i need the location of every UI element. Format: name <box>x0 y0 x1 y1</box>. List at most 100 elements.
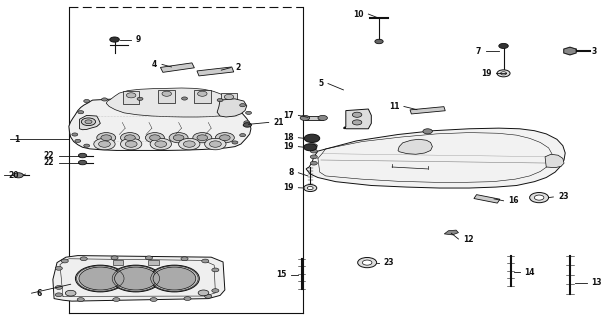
Circle shape <box>239 104 245 107</box>
Circle shape <box>145 132 165 143</box>
Text: 22: 22 <box>43 158 54 167</box>
Circle shape <box>245 111 251 115</box>
Circle shape <box>217 99 223 102</box>
Circle shape <box>310 144 317 148</box>
Bar <box>221 93 238 106</box>
Circle shape <box>14 173 24 178</box>
Circle shape <box>111 265 161 292</box>
Text: 1: 1 <box>14 135 19 144</box>
Bar <box>123 92 139 104</box>
Polygon shape <box>53 256 225 301</box>
Circle shape <box>423 129 432 134</box>
Circle shape <box>155 141 166 147</box>
Circle shape <box>204 294 212 298</box>
Polygon shape <box>160 63 194 72</box>
Text: 8: 8 <box>288 168 294 177</box>
Circle shape <box>534 195 544 200</box>
Polygon shape <box>106 88 235 117</box>
Circle shape <box>101 135 112 140</box>
Circle shape <box>243 123 251 127</box>
Text: 23: 23 <box>384 258 394 267</box>
Circle shape <box>150 298 157 301</box>
Polygon shape <box>344 109 371 129</box>
Text: 13: 13 <box>592 278 602 287</box>
Circle shape <box>55 293 62 297</box>
Circle shape <box>150 265 200 292</box>
Circle shape <box>232 141 238 144</box>
Text: 22: 22 <box>43 151 54 160</box>
Text: 23: 23 <box>558 192 569 202</box>
Circle shape <box>98 141 110 147</box>
Polygon shape <box>305 116 323 120</box>
Circle shape <box>352 120 362 125</box>
Circle shape <box>375 39 383 44</box>
Polygon shape <box>398 139 432 154</box>
Bar <box>194 90 210 103</box>
Circle shape <box>78 153 87 158</box>
Circle shape <box>193 132 212 143</box>
Circle shape <box>352 112 362 117</box>
Text: 19: 19 <box>283 142 294 151</box>
Circle shape <box>497 70 510 77</box>
Polygon shape <box>80 116 100 130</box>
Circle shape <box>80 257 87 261</box>
Circle shape <box>529 193 549 203</box>
Circle shape <box>182 97 188 100</box>
Text: 16: 16 <box>508 196 519 205</box>
Polygon shape <box>306 128 565 188</box>
Circle shape <box>162 91 171 96</box>
Circle shape <box>137 97 143 100</box>
Circle shape <box>77 298 84 301</box>
Polygon shape <box>410 107 445 114</box>
Text: 9: 9 <box>136 35 141 44</box>
Circle shape <box>212 289 219 292</box>
Circle shape <box>181 257 188 261</box>
Circle shape <box>113 298 120 301</box>
Polygon shape <box>217 99 247 117</box>
Circle shape <box>125 141 137 147</box>
Circle shape <box>204 138 226 150</box>
Polygon shape <box>564 47 576 55</box>
Text: 7: 7 <box>476 46 481 56</box>
Circle shape <box>173 135 184 140</box>
Polygon shape <box>444 230 458 235</box>
Circle shape <box>121 132 139 143</box>
Polygon shape <box>69 97 251 150</box>
Circle shape <box>101 98 107 101</box>
Polygon shape <box>474 195 500 203</box>
Circle shape <box>202 259 209 263</box>
Text: 19: 19 <box>283 183 294 192</box>
Circle shape <box>300 116 309 121</box>
Circle shape <box>81 118 95 125</box>
Circle shape <box>169 132 188 143</box>
Circle shape <box>79 267 122 290</box>
Circle shape <box>150 138 171 150</box>
Circle shape <box>75 139 81 142</box>
Circle shape <box>145 256 153 260</box>
Text: 17: 17 <box>283 111 294 120</box>
Circle shape <box>121 138 142 150</box>
Circle shape <box>61 259 68 263</box>
Circle shape <box>219 135 230 140</box>
Text: 6: 6 <box>36 289 42 298</box>
Text: 15: 15 <box>276 270 286 279</box>
Circle shape <box>110 37 119 42</box>
Text: 14: 14 <box>524 268 535 277</box>
Circle shape <box>115 267 157 290</box>
Bar <box>148 260 159 265</box>
Circle shape <box>244 121 250 124</box>
Circle shape <box>78 111 84 114</box>
Circle shape <box>75 265 125 292</box>
Circle shape <box>94 138 115 150</box>
Circle shape <box>96 132 116 143</box>
Circle shape <box>358 258 377 268</box>
Circle shape <box>318 116 327 121</box>
Polygon shape <box>545 154 564 168</box>
Circle shape <box>310 155 317 159</box>
Circle shape <box>65 290 76 296</box>
Circle shape <box>84 144 90 147</box>
Circle shape <box>304 185 317 192</box>
Circle shape <box>84 100 90 103</box>
Text: 18: 18 <box>283 133 294 142</box>
Circle shape <box>362 260 372 265</box>
